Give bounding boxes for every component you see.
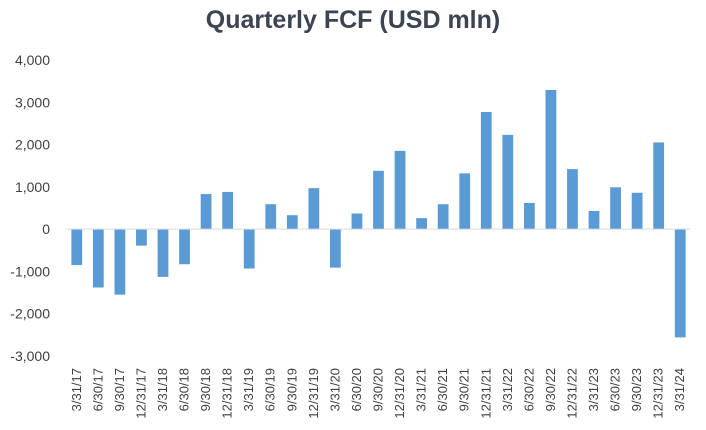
y-tick-label: 0	[42, 221, 50, 237]
y-tick-label: 4,000	[15, 52, 50, 68]
bar-3-31-22	[502, 134, 514, 230]
y-tick-label: 3,000	[15, 94, 50, 110]
bar-9-30-23	[631, 192, 643, 230]
x-tick-label: 12/31/21	[478, 368, 493, 419]
x-tick-label: 9/30/18	[198, 368, 213, 411]
bar-12-31-20	[394, 150, 406, 230]
bar-12-31-22	[567, 169, 578, 230]
bar-9-30-18	[200, 194, 212, 230]
x-tick-label: 3/31/24	[672, 368, 687, 411]
y-tick-label: -1,000	[10, 263, 50, 279]
bar-12-31-17	[136, 229, 147, 246]
bars-layer	[71, 90, 686, 338]
x-tick-label: 3/31/23	[586, 368, 601, 411]
x-tick-label: 6/30/22	[521, 368, 536, 411]
x-tick-label: 9/30/23	[629, 368, 644, 411]
x-tick-label: 9/30/21	[457, 368, 472, 411]
x-tick-label: 6/30/21	[435, 368, 450, 411]
bar-9-30-19	[286, 215, 298, 230]
chart-title: Quarterly FCF (USD mln)	[205, 6, 501, 34]
y-tick-label: -2,000	[10, 306, 50, 322]
bar-9-30-20	[373, 170, 384, 230]
x-tick-label: 9/30/19	[284, 368, 299, 411]
bar-6-30-21	[437, 204, 449, 230]
bar-9-30-22	[545, 90, 557, 230]
x-tick-label: 9/30/20	[371, 368, 386, 411]
x-tick-label: 6/30/18	[177, 368, 192, 411]
y-tick-labels: 4,000 3,000 2,000 1,000 0 -1,000 -2,000 -3,000	[10, 52, 50, 364]
bar-12-31-18	[222, 191, 234, 230]
bar-3-31-18	[157, 229, 169, 277]
x-tick-label: 12/31/23	[651, 368, 666, 419]
bar-6-30-22	[523, 202, 535, 230]
bar-12-31-19	[308, 188, 320, 230]
bar-6-30-20	[351, 213, 363, 230]
x-tick-labels: 3/31/17 6/30/17 9/30/17 12/31/17 3/31/18 6/30…	[69, 368, 687, 419]
x-tick-label: 12/31/18	[220, 368, 235, 419]
bar-9-30-21	[459, 173, 471, 230]
x-tick-label: 3/31/17	[69, 368, 84, 411]
bar-12-31-23	[653, 142, 665, 230]
x-tick-label: 9/30/22	[543, 368, 558, 411]
bar-3-31-20	[330, 229, 341, 268]
bar-3-31-23	[588, 210, 600, 230]
bar-6-30-23	[610, 187, 621, 230]
bar-3-31-21	[416, 218, 427, 230]
x-tick-label: 3/31/18	[155, 368, 170, 411]
x-tick-label: 6/30/19	[263, 368, 278, 411]
y-tick-label: -3,000	[10, 348, 50, 364]
y-tick-label: 2,000	[15, 137, 50, 153]
bar-6-30-19	[265, 204, 277, 230]
x-tick-label: 12/31/19	[306, 368, 321, 419]
bar-6-30-18	[179, 229, 190, 265]
x-tick-label: 6/30/23	[608, 368, 623, 411]
x-tick-label: 3/31/20	[327, 368, 342, 411]
x-tick-label: 6/30/20	[349, 368, 364, 411]
bar-6-30-17	[92, 229, 104, 288]
x-tick-label: 12/31/17	[133, 368, 148, 419]
bar-3-31-17	[71, 229, 83, 266]
x-tick-label: 3/31/21	[414, 368, 429, 411]
bar-3-31-19	[243, 229, 255, 269]
x-tick-label: 9/30/17	[112, 368, 127, 411]
bar-12-31-21	[480, 112, 492, 230]
bar-3-31-24	[674, 229, 686, 338]
x-tick-label: 3/31/22	[500, 368, 515, 411]
x-tick-label: 3/31/19	[241, 368, 256, 411]
y-tick-label: 1,000	[15, 179, 50, 195]
x-tick-label: 12/31/22	[564, 368, 579, 419]
x-tick-label: 12/31/20	[392, 368, 407, 419]
x-tick-label: 6/30/17	[90, 368, 105, 411]
bar-9-30-17	[114, 229, 126, 295]
